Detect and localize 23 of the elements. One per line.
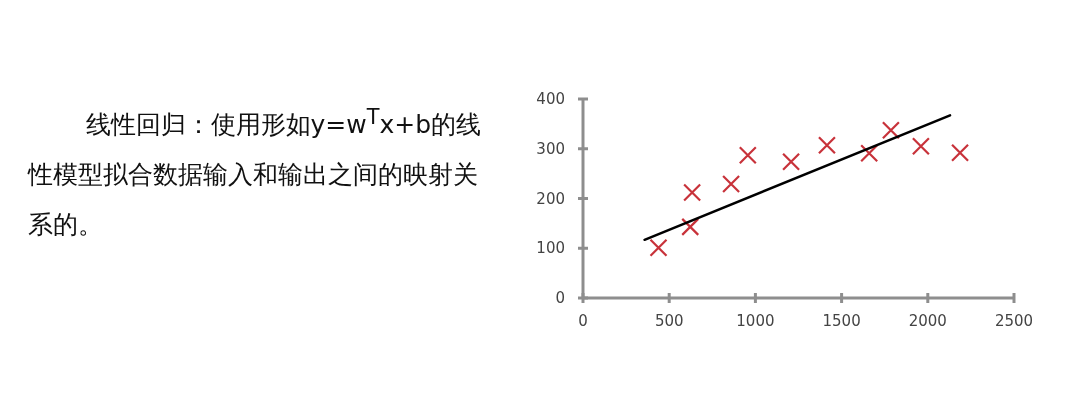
point xyxy=(683,183,702,202)
x-tick-label: 1000 xyxy=(736,312,775,330)
y-tick-label: 0 xyxy=(555,289,565,307)
point xyxy=(721,174,741,194)
x-tick-label: 2500 xyxy=(994,312,1034,330)
point xyxy=(950,143,970,162)
y-tick-label: 100 xyxy=(536,239,565,258)
text: 线性回归：使用形如y=w$^{T}$x+b的线性模型拟合数据输入和输出之间的映射关系的。 xyxy=(28,104,483,242)
point xyxy=(817,136,837,155)
point xyxy=(860,144,879,163)
point xyxy=(738,146,757,165)
point xyxy=(911,137,930,156)
x-tick-label: 2000 xyxy=(908,312,947,330)
x-tick-label: 0 xyxy=(578,312,588,330)
y-tick-label: 400 xyxy=(536,90,565,108)
y-tick-label: 200 xyxy=(536,189,565,208)
y-tick-label: 300 xyxy=(536,139,565,158)
point xyxy=(781,152,801,171)
point xyxy=(681,217,700,236)
point xyxy=(881,121,901,140)
x-tick-label: 500 xyxy=(654,312,684,330)
point xyxy=(649,238,668,257)
x-tick-label: 1500 xyxy=(822,312,861,330)
